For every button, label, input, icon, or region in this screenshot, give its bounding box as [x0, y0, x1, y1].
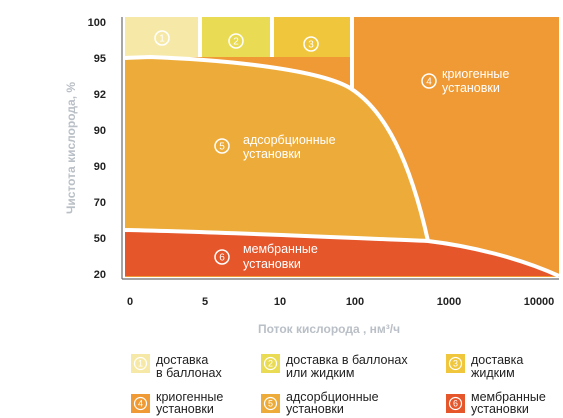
y-tick-90b: 90 [94, 161, 106, 173]
svg-text:адсорбционные: адсорбционные [286, 390, 379, 404]
svg-text:криогенные: криогенные [156, 390, 223, 404]
region-6-label-line1: мембранные [243, 242, 318, 256]
region-6-membrane [125, 230, 559, 276]
svg-text:доставка: доставка [156, 353, 208, 367]
x-axis-title: Поток кислорода , нм³/ч [258, 322, 400, 336]
legend-item-6: 6 мембранные установки [446, 390, 546, 416]
region-5-label-line2: установки [243, 147, 301, 161]
x-tick-1000: 1000 [437, 296, 461, 308]
region-6-badge: 6 [214, 249, 230, 265]
svg-text:в баллонах: в баллонах [156, 366, 222, 380]
legend: 1 доставка в баллонах 2 доставка в балло… [131, 353, 546, 416]
svg-text:1: 1 [138, 359, 143, 369]
svg-text:доставка в баллонах: доставка в баллонах [286, 353, 408, 367]
svg-text:или жидким: или жидким [286, 366, 354, 380]
y-ticks: 100 95 92 90 90 70 50 20 [88, 17, 106, 281]
legend-item-5: 5 адсорбционные установки [261, 390, 379, 416]
region-3-badge: 3 [303, 36, 319, 52]
svg-text:4: 4 [426, 77, 432, 88]
x-tick-0: 0 [127, 296, 133, 308]
region-2-badge: 2 [228, 33, 244, 49]
y-tick-70: 70 [94, 197, 106, 209]
y-tick-50: 50 [94, 233, 106, 245]
legend-item-4: 4 криогенные установки [131, 390, 223, 416]
x-ticks: 0 5 10 100 1000 10000 [127, 296, 554, 308]
svg-text:6: 6 [453, 399, 458, 409]
legend-item-2: 2 доставка в баллонах или жидким [261, 353, 408, 380]
x-tick-5: 5 [202, 296, 208, 308]
y-tick-20: 20 [94, 269, 106, 281]
legend-item-1: 1 доставка в баллонах [131, 353, 222, 380]
svg-text:доставка: доставка [471, 353, 523, 367]
region-2-cylinders-or-liquid [202, 17, 270, 57]
svg-text:3: 3 [453, 359, 458, 369]
boundary-5-6 [124, 228, 560, 278]
svg-text:1: 1 [159, 34, 165, 45]
svg-text:3: 3 [308, 40, 314, 51]
boundary-5-top [124, 54, 430, 242]
svg-text:жидким: жидким [471, 366, 515, 380]
y-axis-title: Чистота кислорода, % [64, 82, 78, 214]
svg-text:6: 6 [219, 253, 225, 264]
region-5-badge: 5 [214, 138, 230, 154]
svg-text:5: 5 [219, 142, 225, 153]
region-4-label-line2: установки [442, 81, 500, 95]
y-tick-92: 92 [94, 89, 106, 101]
svg-text:2: 2 [233, 37, 239, 48]
region-4-label-line1: криогенные [442, 67, 509, 81]
x-tick-10: 10 [274, 296, 286, 308]
region-1-cylinders [125, 17, 198, 57]
svg-text:установки: установки [471, 402, 529, 416]
region-1-badge: 1 [154, 30, 170, 46]
x-tick-10000: 10000 [524, 296, 555, 308]
svg-text:мембранные: мембранные [471, 390, 546, 404]
region-5-label-line1: адсорбционные [243, 133, 336, 147]
region-4-badge: 4 [421, 73, 437, 89]
svg-text:4: 4 [138, 399, 143, 409]
y-tick-100: 100 [88, 17, 106, 29]
region-5-adsorption [125, 57, 428, 241]
y-tick-90a: 90 [94, 125, 106, 137]
region-6-label-line2: установки [243, 257, 301, 271]
x-tick-100: 100 [346, 296, 364, 308]
svg-text:5: 5 [268, 399, 273, 409]
legend-item-3: 3 доставка жидким [446, 353, 523, 380]
y-tick-95: 95 [94, 53, 106, 65]
svg-text:2: 2 [268, 359, 273, 369]
svg-text:установки: установки [286, 402, 344, 416]
svg-text:установки: установки [156, 402, 214, 416]
